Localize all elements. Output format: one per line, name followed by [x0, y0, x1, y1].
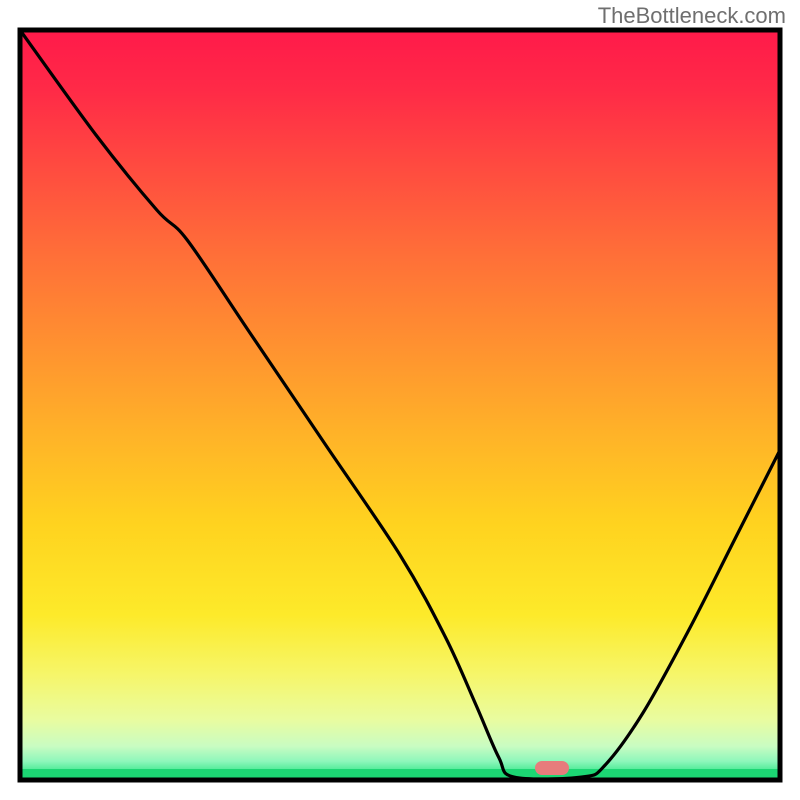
- plot-area: [20, 30, 780, 780]
- optimum-marker: [535, 761, 569, 775]
- bottleneck-chart: [0, 0, 800, 800]
- gradient-background: [20, 30, 780, 780]
- chart-container: TheBottleneck.com: [0, 0, 800, 800]
